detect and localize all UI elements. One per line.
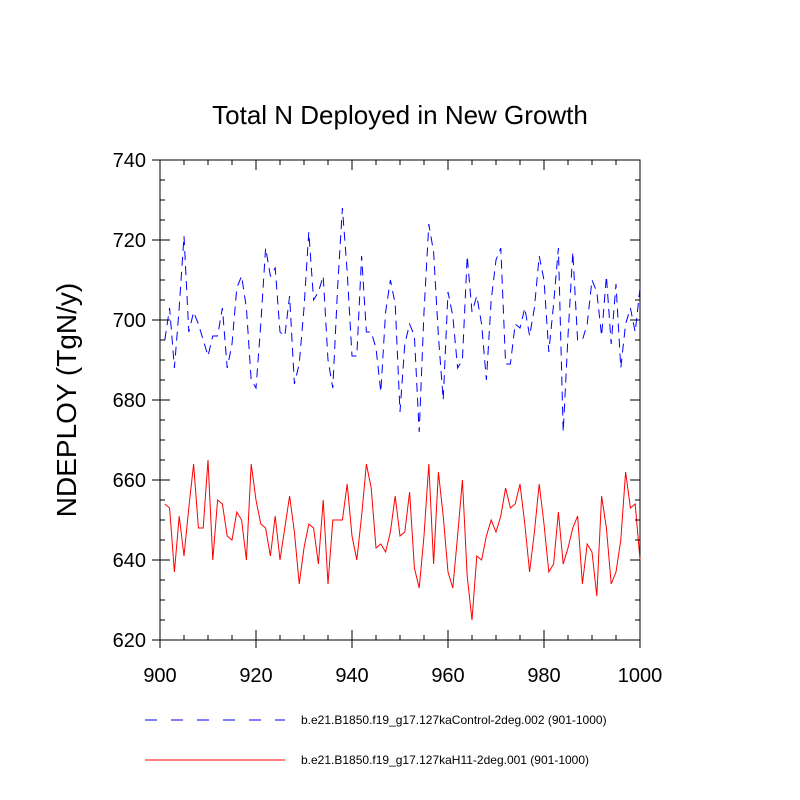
y-tick-label: 660: [113, 470, 146, 492]
x-tick-label: 980: [527, 665, 560, 687]
y-tick-label: 640: [113, 550, 146, 572]
y-tick-label: 740: [113, 150, 146, 172]
series-line-2: [164, 459, 641, 621]
x-tick-label: 900: [143, 665, 176, 687]
series-line-1: [164, 207, 641, 433]
y-tick-label: 620: [113, 630, 146, 652]
y-tick-label: 680: [113, 390, 146, 412]
x-tick-label: 920: [239, 665, 272, 687]
x-tick-label: 1000: [618, 665, 663, 687]
ticks-layer: 900 920 940 960 980 1000 620 640 660 680 700 720 740: [113, 150, 663, 687]
x-tick-label: 940: [335, 665, 368, 687]
legend-label-1: b.e21.B1850.f19_g17.127kaControl-2deg.00…: [301, 713, 607, 727]
y-tick-label: 720: [113, 230, 146, 252]
plot-border: [159, 159, 641, 641]
x-tick-label: 960: [431, 665, 464, 687]
series-layer: [164, 207, 641, 621]
legend: b.e21.B1850.f19_g17.127kaControl-2deg.00…: [145, 713, 607, 767]
plot-frame: [159, 159, 641, 641]
legend-label-2: b.e21.B1850.f19_g17.127kaH11-2deg.001 (9…: [301, 753, 589, 767]
y-axis-label: NDEPLOY (TgN/y): [51, 283, 82, 517]
chart-title: Total N Deployed in New Growth: [212, 100, 588, 130]
y-tick-label: 700: [113, 310, 146, 332]
